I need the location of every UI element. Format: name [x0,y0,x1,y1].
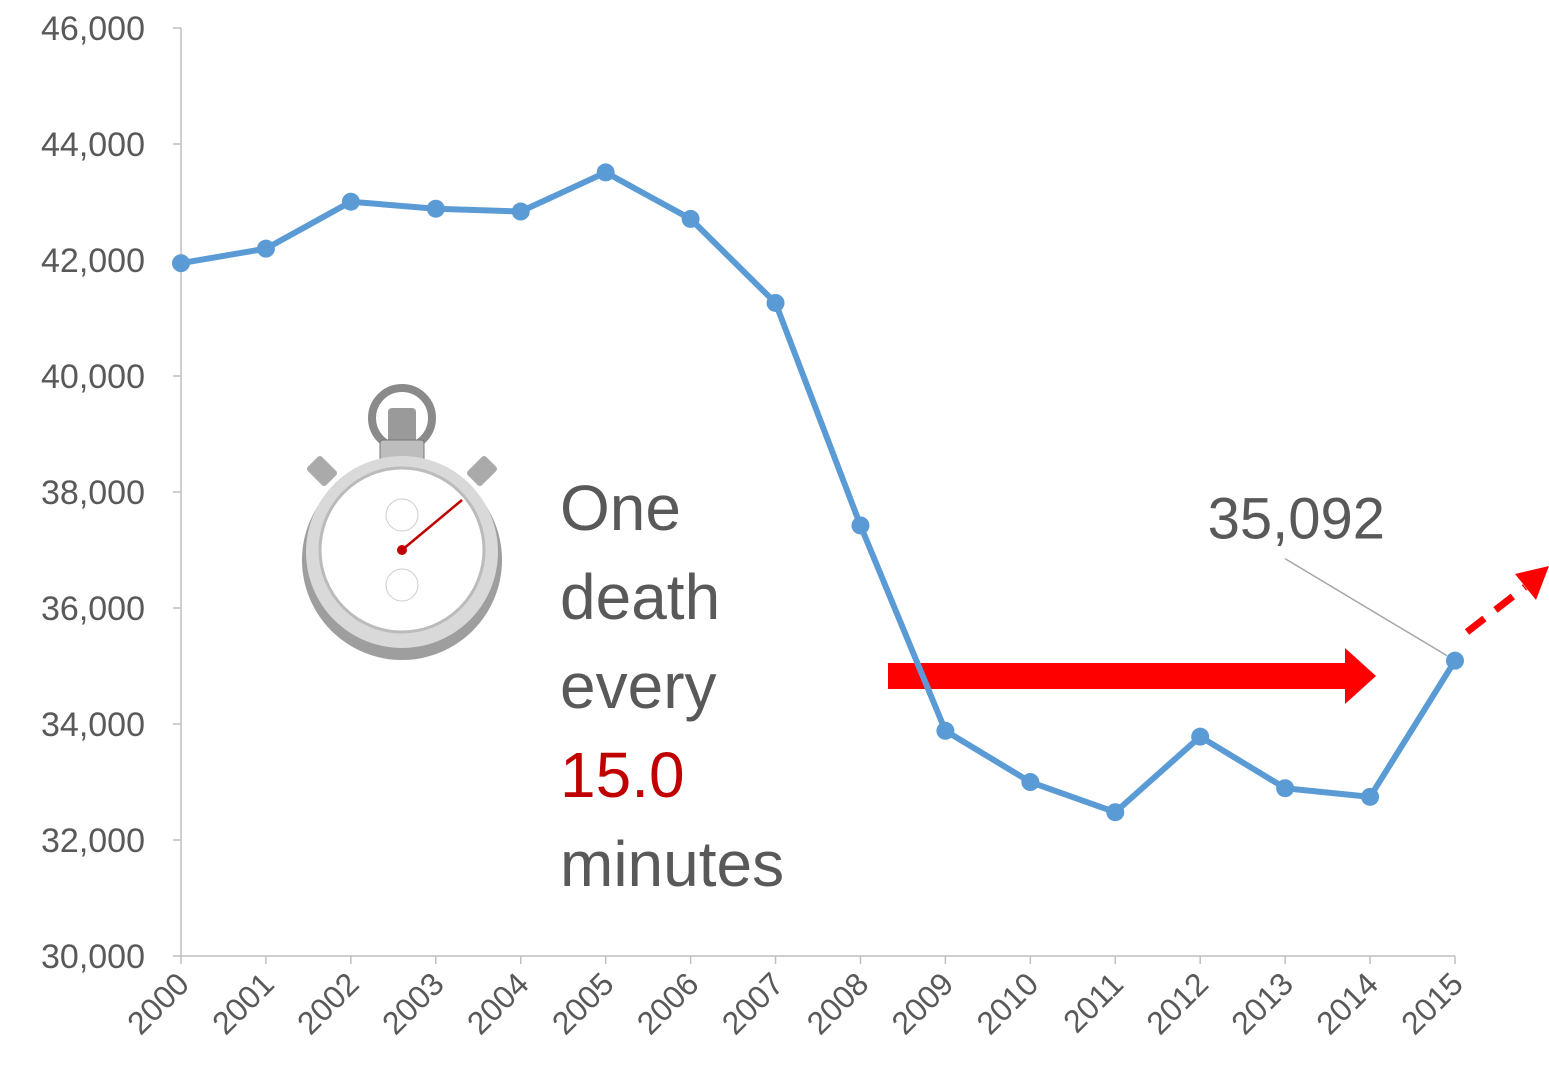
data-point [256,239,275,258]
y-tick-label: 46,000 [41,10,145,48]
y-tick-label: 32,000 [41,822,145,860]
y-tick-label: 30,000 [41,938,145,976]
annotation-text: One [560,472,681,544]
trend-arrow-head [1345,648,1376,704]
x-tick-label: 2004 [460,965,536,1041]
annotation-text: 15.0 [560,739,685,811]
x-tick-label: 2012 [1139,965,1215,1041]
x-tick-label: 2013 [1224,965,1300,1041]
data-point [1446,651,1464,670]
x-tick-label: 2000 [120,965,196,1041]
data-point [1021,773,1040,792]
x-tick-label: 2010 [969,965,1045,1041]
x-tick-label: 2015 [1394,965,1470,1041]
x-tick-label: 2011 [1056,965,1130,1039]
y-tick-label: 40,000 [41,358,145,396]
x-tick-label: 2003 [375,965,451,1041]
data-point [1361,787,1380,806]
data-point [851,516,870,535]
y-tick-label: 42,000 [41,242,145,280]
annotation-text: death [560,561,720,633]
data-point [426,199,445,218]
data-point [511,202,530,221]
data-point [1276,779,1295,798]
x-tick-label: 2006 [630,965,706,1041]
data-point [766,293,785,312]
x-tick-label: 2001 [205,965,281,1041]
x-tick-label: 2005 [545,965,621,1041]
y-tick-label: 44,000 [41,126,145,164]
data-point [341,192,360,211]
projection-arrow-head [1515,566,1549,600]
data-point [1106,803,1125,822]
annotation-text: every [560,650,717,722]
data-point [172,254,190,273]
y-tick-label: 34,000 [41,706,145,744]
annotation-text: minutes [560,828,784,900]
stopwatch-icon [302,384,502,660]
x-tick-label: 2007 [715,965,791,1041]
y-tick-label: 38,000 [41,474,145,512]
x-tick-label: 2002 [290,965,366,1041]
x-tick-label: 2008 [800,965,876,1041]
data-point [936,721,955,740]
x-tick-label: 2009 [885,965,961,1041]
x-tick-label: 2014 [1309,965,1385,1041]
data-line [180,169,1458,816]
data-point [596,163,615,182]
y-tick-label: 36,000 [41,590,145,628]
value-label: 35,092 [1208,487,1385,552]
projection-arrow [1464,584,1528,635]
data-point [1191,727,1210,746]
callout-line [1284,558,1448,657]
data-point [681,209,700,228]
